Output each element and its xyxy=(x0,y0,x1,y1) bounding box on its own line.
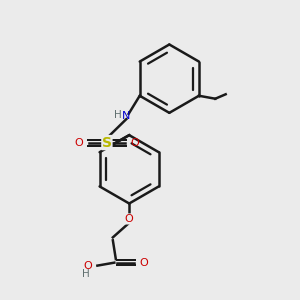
Text: H: H xyxy=(82,269,90,279)
Text: H: H xyxy=(114,110,122,120)
Text: S: S xyxy=(102,136,112,150)
Text: O: O xyxy=(74,138,83,148)
Text: O: O xyxy=(125,214,134,224)
Text: O: O xyxy=(131,138,140,148)
Text: O: O xyxy=(140,258,148,268)
Text: N: N xyxy=(122,111,130,121)
Text: O: O xyxy=(83,261,92,271)
